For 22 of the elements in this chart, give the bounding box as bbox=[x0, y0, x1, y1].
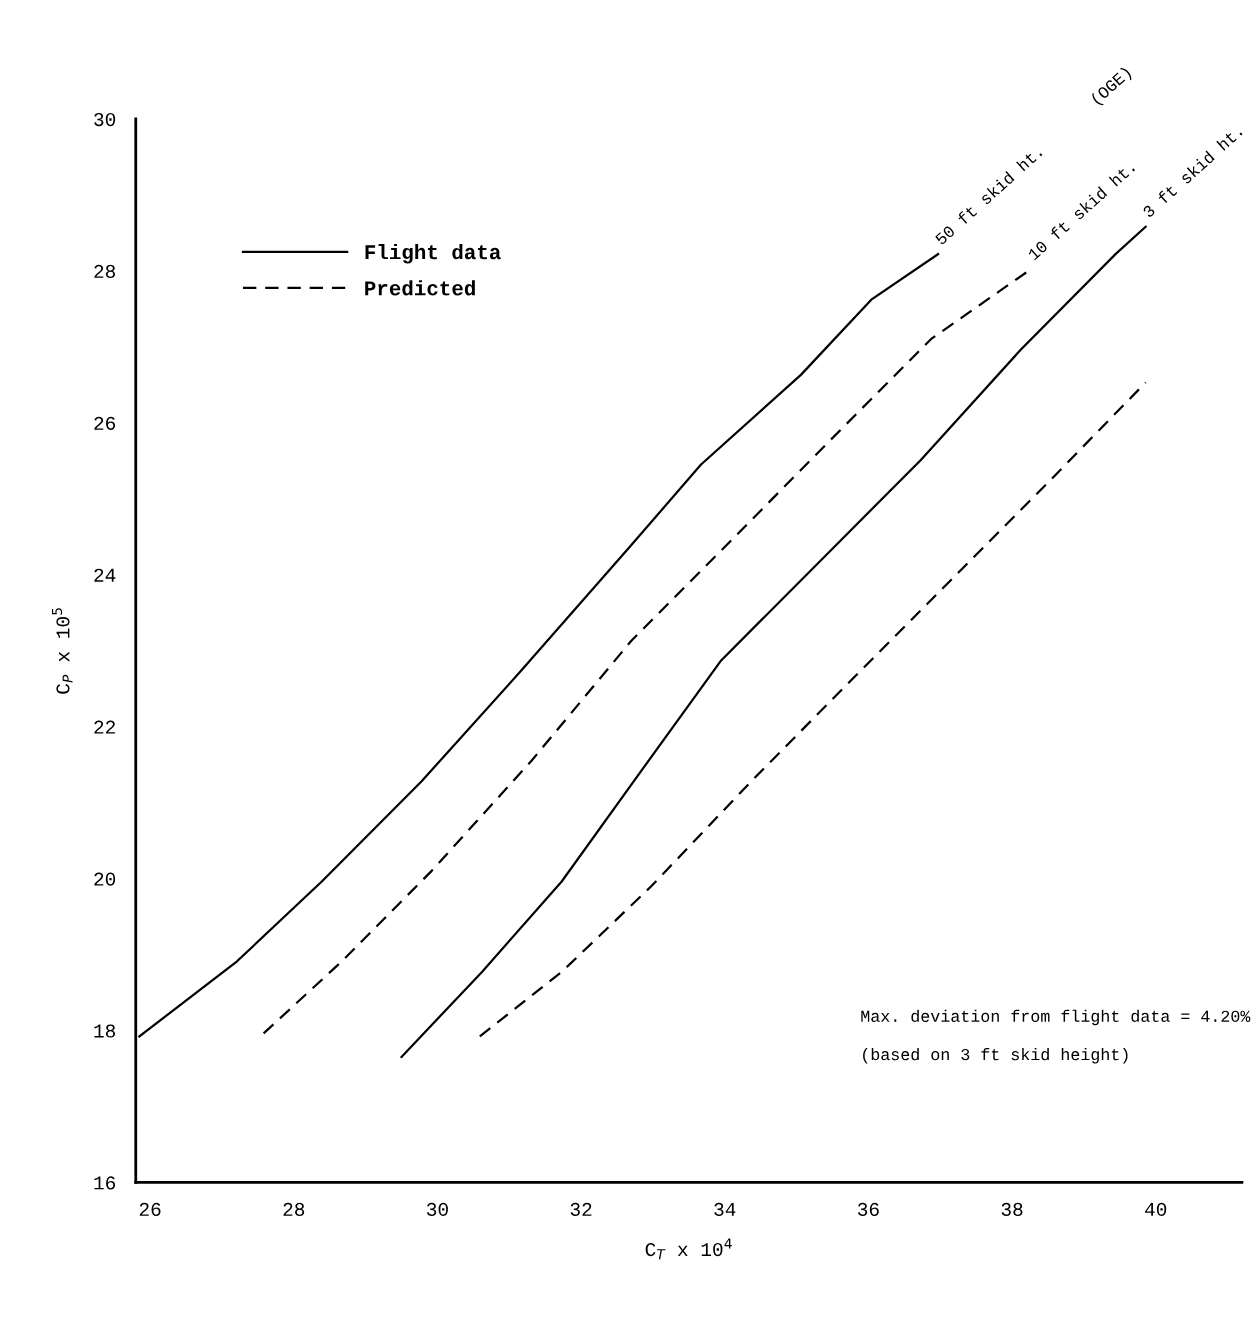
x-tick-label: 30 bbox=[426, 1202, 448, 1217]
x-tick-label: 36 bbox=[857, 1202, 879, 1217]
annotation: Max. deviation from flight data = 4.20% bbox=[861, 1009, 1251, 1026]
x-tick-label: 32 bbox=[570, 1202, 592, 1217]
annotation: Flight data bbox=[365, 243, 501, 264]
y-tick-label: 20 bbox=[94, 872, 116, 886]
annotation: (based on 3 ft skid height) bbox=[863, 1047, 1128, 1064]
y-tick-label: 18 bbox=[94, 1024, 116, 1038]
annotation: Predicted bbox=[365, 280, 475, 296]
x-tick-label: 38 bbox=[1001, 1202, 1023, 1217]
y-axis-title: C$_{P}$ x 10$^{5}$ bbox=[51, 608, 73, 694]
y-tick-label: 22 bbox=[94, 720, 115, 734]
x-axis-title: C$_{T}$ x 10$^{4}$ bbox=[645, 1238, 732, 1260]
y-tick-label: 26 bbox=[94, 416, 116, 430]
y-tick-label: 28 bbox=[94, 264, 116, 279]
x-tick-label: 40 bbox=[1145, 1202, 1167, 1217]
x-tick-label: 34 bbox=[714, 1202, 736, 1217]
y-tick-label: 24 bbox=[94, 568, 116, 582]
x-tick-label: 28 bbox=[283, 1202, 305, 1217]
y-tick-label: 30 bbox=[94, 112, 116, 127]
y-tick-label: 16 bbox=[94, 1176, 116, 1190]
x-tick-label: 26 bbox=[139, 1202, 161, 1217]
